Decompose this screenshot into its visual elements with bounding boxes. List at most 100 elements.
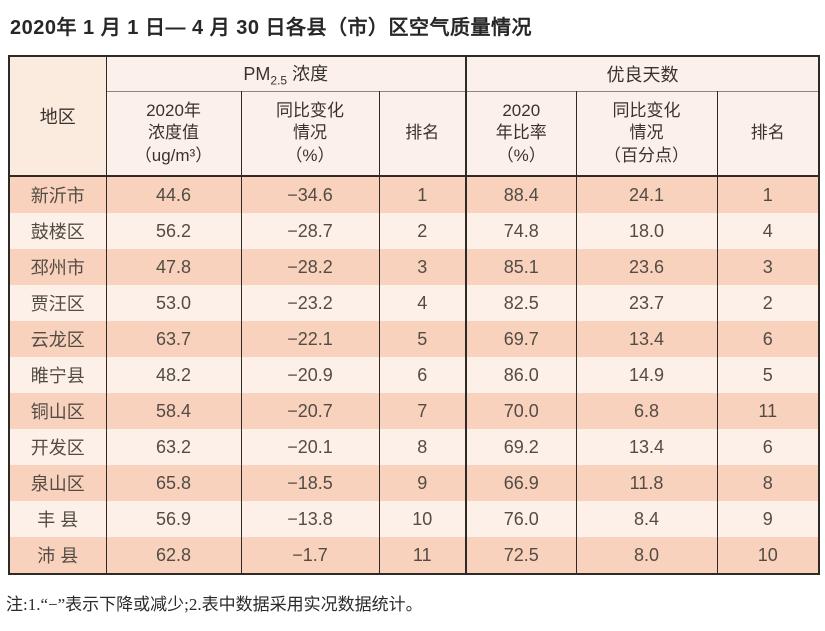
cell-pm_rank: 11 (378, 537, 467, 574)
cell-good_rate: 69.7 (465, 321, 577, 357)
cell-pm_value: 62.8 (105, 537, 242, 574)
header-group-row: 地区 PM2.5 浓度 优良天数 (8, 56, 820, 176)
cell-region: 新沂市 (8, 176, 107, 213)
table-row: 新沂市 44.6 −34.6 1 88.4 24.1 1 (8, 176, 820, 213)
cell-pm_value: 48.2 (105, 357, 242, 393)
table-row: 泉山区 65.8 −18.5 9 66.9 11.8 8 (8, 465, 820, 501)
cell-region: 泉山区 (8, 465, 107, 501)
cell-region: 沛 县 (8, 537, 107, 574)
cell-pm_value: 53.0 (105, 285, 242, 321)
cell-pm_value: 65.8 (105, 465, 242, 501)
header-pm-change: 同比变化 情况 （%） (240, 91, 380, 176)
cell-pm_rank: 2 (378, 213, 467, 249)
cell-pm_rank: 8 (378, 429, 467, 465)
cell-pm_change: −18.5 (240, 465, 380, 501)
cell-region: 开发区 (8, 429, 107, 465)
table-row: 贾汪区 53.0 −23.2 4 82.5 23.7 2 (8, 285, 820, 321)
cell-pm_value: 56.9 (105, 501, 242, 537)
cell-good_rank: 8 (716, 465, 820, 501)
cell-good_rank: 3 (716, 249, 820, 285)
cell-pm_rank: 3 (378, 249, 467, 285)
cell-good_rate: 86.0 (465, 357, 577, 393)
cell-pm_value: 56.2 (105, 213, 242, 249)
header-region: 地区 (8, 56, 107, 176)
table-row: 睢宁县 48.2 −20.9 6 86.0 14.9 5 (8, 357, 820, 393)
table-row: 邳州市 47.8 −28.2 3 85.1 23.6 3 (8, 249, 820, 285)
cell-good_rank: 6 (716, 321, 820, 357)
footnote: 注:1.“−”表示下降或减少;2.表中数据采用实况数据统计。 (6, 595, 423, 614)
cell-good_change: 8.4 (575, 501, 718, 537)
air-quality-table: 地区 PM2.5 浓度 优良天数 2020年 浓度值 （ug/m³） 同比变化 … (8, 55, 821, 575)
header-pm-value: 2020年 浓度值 （ug/m³） (105, 91, 242, 176)
table-row: 云龙区 63.7 −22.1 5 69.7 13.4 6 (8, 321, 820, 357)
table-body: 新沂市 44.6 −34.6 1 88.4 24.1 1 鼓楼区 56.2 −28.7 2 74.8 1… (8, 176, 820, 574)
cell-pm_change: −20.7 (240, 393, 380, 429)
cell-pm_change: −28.7 (240, 213, 380, 249)
cell-good_rank: 11 (716, 393, 820, 429)
header-pm-rank: 排名 (378, 91, 467, 176)
header-sub-row: 2020年 浓度值 （ug/m³） 同比变化 情况 （%） 排名 2020 年比… (9, 91, 820, 176)
cell-good_rank: 9 (716, 501, 820, 537)
cell-good_rank: 5 (716, 357, 820, 393)
header-good-days-group: 优良天数 (465, 56, 820, 92)
cell-good_rank: 1 (716, 176, 820, 213)
cell-good_rank: 4 (716, 213, 820, 249)
cell-good_rate: 82.5 (465, 285, 577, 321)
cell-good_change: 6.8 (575, 393, 718, 429)
header-good-rate: 2020 年比率 （%） (465, 91, 577, 176)
header-pm-group: PM2.5 浓度 (105, 56, 467, 92)
cell-good_rank: 10 (716, 537, 820, 574)
cell-good_change: 8.0 (575, 537, 718, 574)
cell-pm_value: 58.4 (105, 393, 242, 429)
cell-good_change: 13.4 (575, 429, 718, 465)
table-row: 沛 县 62.8 −1.7 11 72.5 8.0 10 (8, 537, 820, 574)
cell-pm_value: 47.8 (105, 249, 242, 285)
cell-good_rate: 72.5 (465, 537, 577, 574)
cell-good_rate: 76.0 (465, 501, 577, 537)
cell-good_rate: 74.8 (465, 213, 577, 249)
cell-region: 丰 县 (8, 501, 107, 537)
cell-pm_rank: 1 (378, 176, 467, 213)
cell-good_rate: 70.0 (465, 393, 577, 429)
cell-good_change: 11.8 (575, 465, 718, 501)
page-title: 2020年 1 月 1 日— 4 月 30 日各县（市）区空气质量情况 (10, 17, 533, 39)
cell-pm_value: 63.2 (105, 429, 242, 465)
pm-label-prefix: PM (243, 64, 271, 85)
cell-region: 鼓楼区 (8, 213, 107, 249)
table-row: 铜山区 58.4 −20.7 7 70.0 6.8 11 (8, 393, 820, 429)
cell-region: 睢宁县 (8, 357, 107, 393)
cell-pm_change: −13.8 (240, 501, 380, 537)
cell-region: 贾汪区 (8, 285, 107, 321)
cell-region: 邳州市 (8, 249, 107, 285)
cell-pm_rank: 9 (378, 465, 467, 501)
cell-pm_rank: 6 (378, 357, 467, 393)
cell-pm_change: −20.1 (240, 429, 380, 465)
cell-good_change: 14.9 (575, 357, 718, 393)
cell-good_rate: 66.9 (465, 465, 577, 501)
cell-good_rank: 2 (716, 285, 820, 321)
cell-pm_rank: 10 (378, 501, 467, 537)
cell-pm_change: −28.2 (240, 249, 380, 285)
cell-region: 云龙区 (8, 321, 107, 357)
cell-good_change: 23.6 (575, 249, 718, 285)
cell-good_rate: 69.2 (465, 429, 577, 465)
cell-good_change: 18.0 (575, 213, 718, 249)
pm-label-subscript: 2.5 (270, 73, 288, 88)
cell-pm_change: −23.2 (240, 285, 380, 321)
cell-pm_value: 63.7 (105, 321, 242, 357)
cell-region: 铜山区 (8, 393, 107, 429)
header-good-rank: 排名 (716, 91, 820, 176)
cell-good_rate: 88.4 (465, 176, 577, 213)
cell-pm_rank: 5 (378, 321, 467, 357)
cell-pm_change: −20.9 (240, 357, 380, 393)
pm-label-suffix: 浓度 (287, 64, 329, 85)
cell-good_change: 13.4 (575, 321, 718, 357)
cell-good_change: 23.7 (575, 285, 718, 321)
cell-good_change: 24.1 (575, 176, 718, 213)
cell-pm_rank: 7 (378, 393, 467, 429)
cell-pm_change: −34.6 (240, 176, 380, 213)
table-row: 丰 县 56.9 −13.8 10 76.0 8.4 9 (8, 501, 820, 537)
header-good-change: 同比变化 情况 （百分点） (575, 91, 718, 176)
cell-good_rank: 6 (716, 429, 820, 465)
cell-pm_change: −1.7 (240, 537, 380, 574)
